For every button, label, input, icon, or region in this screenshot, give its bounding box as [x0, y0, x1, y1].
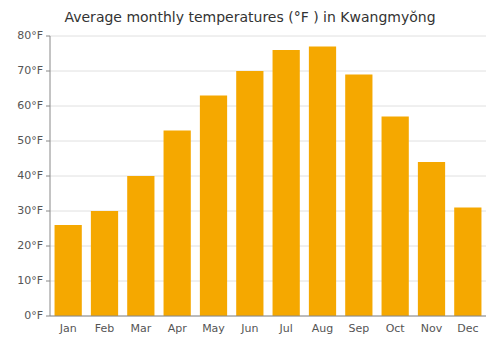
y-tick — [46, 316, 50, 317]
bar — [164, 131, 191, 317]
grid-line — [50, 71, 486, 72]
y-tick — [46, 176, 50, 177]
x-tick-label: Apr — [168, 322, 188, 335]
y-tick-label: 30°F — [17, 204, 43, 217]
bar — [236, 71, 263, 316]
page: {"chart_data": {"type": "bar", "title": … — [0, 0, 500, 350]
x-tick-label: Feb — [95, 322, 114, 335]
chart: 0°F 10°F 20°F 30°F 40°F 50°F 60°F 70°F 80°F Jan Fe… — [0, 0, 500, 350]
x-tick-label: May — [202, 322, 225, 335]
x-tick-label: Sep — [348, 322, 369, 335]
x-axis-line — [50, 316, 486, 317]
bar — [200, 96, 227, 317]
bar — [418, 162, 445, 316]
y-tick-label: 70°F — [17, 64, 43, 77]
y-axis-line — [50, 36, 51, 316]
y-tick — [46, 36, 50, 37]
grid-line — [50, 36, 486, 37]
grid-line — [50, 141, 486, 142]
y-tick — [46, 106, 50, 107]
grid — [50, 36, 486, 316]
grid-line — [50, 106, 486, 107]
y-tick — [46, 211, 50, 212]
x-axis: Jan Feb Mar Apr May Jun Jul Aug Sep Oct Nov Dec — [59, 322, 479, 335]
y-axis: 0°F 10°F 20°F 30°F 40°F 50°F 60°F 70°F 80°F — [17, 29, 50, 322]
bar — [273, 50, 300, 316]
y-tick-label: 20°F — [17, 239, 43, 252]
y-tick-label: 80°F — [17, 29, 43, 42]
x-tick-label: Aug — [312, 322, 333, 335]
y-tick — [46, 71, 50, 72]
x-tick-label: Dec — [457, 322, 478, 335]
bar — [91, 211, 118, 316]
bar — [345, 75, 372, 317]
chart-container: 0°F 10°F 20°F 30°F 40°F 50°F 60°F 70°F 80°F Jan Fe… — [0, 0, 500, 350]
x-tick-label: Oct — [386, 322, 406, 335]
grid-line — [50, 316, 486, 317]
y-tick — [46, 246, 50, 247]
x-tick-label: Jul — [279, 322, 293, 335]
y-tick-label: 40°F — [17, 169, 43, 182]
y-tick-label: 50°F — [17, 134, 43, 147]
bar — [127, 176, 154, 316]
y-tick-label: 10°F — [17, 274, 43, 287]
bars — [55, 47, 482, 317]
y-tick-label: 60°F — [17, 99, 43, 112]
title: Average monthly temperatures (°F ) in Kw… — [64, 9, 435, 25]
x-tick-label: Mar — [130, 322, 151, 335]
y-tick-label: 0°F — [24, 309, 43, 322]
x-tick-label: Nov — [421, 322, 443, 335]
bar — [309, 47, 336, 317]
y-tick — [46, 281, 50, 282]
bar — [454, 208, 481, 317]
bar — [382, 117, 409, 317]
bar — [55, 225, 82, 316]
x-tick-label: Jun — [240, 322, 258, 335]
y-tick — [46, 141, 50, 142]
x-tick-label: Jan — [59, 322, 77, 335]
